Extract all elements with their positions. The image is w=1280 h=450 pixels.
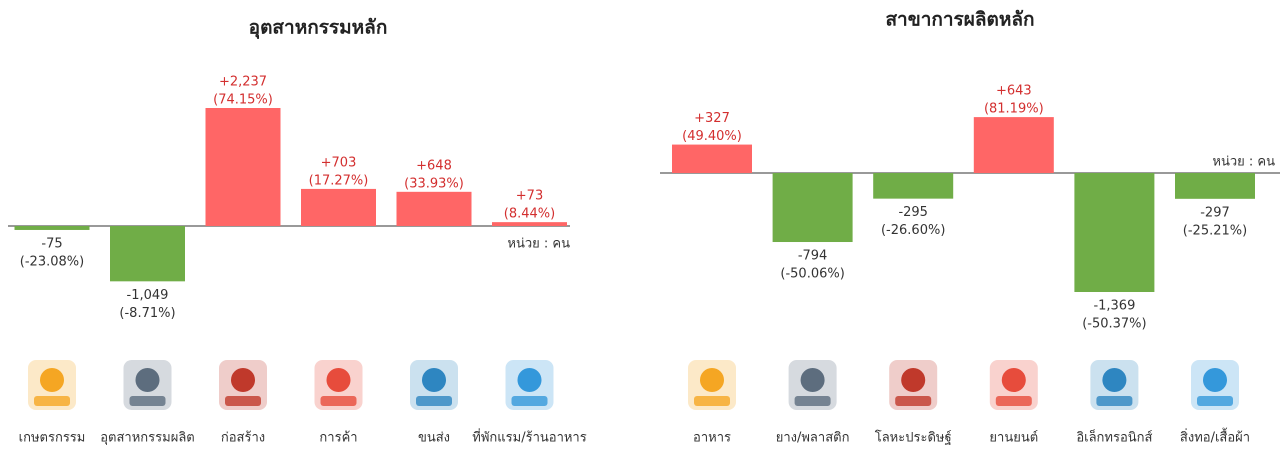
percent-label: (-23.08%)	[20, 254, 84, 269]
bar	[973, 117, 1054, 173]
category-icon	[129, 396, 166, 406]
bar	[14, 226, 90, 230]
value-label: -297	[1200, 205, 1230, 220]
value-label: +2,237	[219, 75, 267, 90]
category-label: การค้า	[319, 431, 357, 446]
percent-label: (-8.71%)	[119, 306, 175, 321]
category-icon	[694, 396, 730, 406]
category-label: อิเล็กทรอนิกส์	[1076, 428, 1152, 446]
value-label: -794	[798, 249, 828, 264]
percent-label: (49.40%)	[682, 129, 742, 144]
percent-label: (8.44%)	[504, 207, 555, 222]
category-icon	[231, 368, 255, 392]
category-icon	[135, 368, 160, 392]
bar	[1074, 173, 1155, 292]
value-label: +327	[694, 111, 730, 126]
category-icon	[700, 368, 724, 392]
bar	[873, 173, 954, 199]
category-icon	[422, 368, 446, 392]
percent-label: (-26.60%)	[881, 223, 945, 238]
percent-label: (74.15%)	[213, 93, 273, 108]
bar	[672, 144, 752, 173]
bar	[396, 191, 472, 226]
category-label: สิ่งทอ/เสื้อผ้า	[1180, 428, 1250, 446]
category-icon	[34, 396, 70, 406]
category-label: ขนส่ง	[418, 431, 450, 446]
category-icon	[800, 368, 825, 392]
category-label: ยาง/พลาสติก	[776, 431, 850, 446]
value-label: +703	[321, 155, 357, 170]
category-icon	[40, 368, 64, 392]
bar	[772, 173, 853, 243]
percent-label: (-50.06%)	[780, 267, 844, 282]
chart-title: สาขาการผลิตหลัก	[885, 9, 1034, 31]
bar	[1175, 173, 1255, 199]
value-label: +643	[996, 84, 1032, 99]
value-label: +648	[416, 158, 452, 173]
category-label: อุตสาหกรรมผลิต	[100, 431, 195, 446]
category-label: โลหะประดิษฐ์	[875, 430, 952, 446]
category-icon	[895, 396, 932, 406]
category-icon	[1197, 396, 1233, 406]
category-icon	[901, 368, 926, 392]
category-icon	[225, 396, 261, 406]
category-icon	[1001, 368, 1026, 392]
category-label: ยานยนต์	[989, 430, 1038, 446]
percent-label: (33.93%)	[404, 176, 464, 191]
category-label: ที่พักแรม/ร้านอาหาร	[472, 429, 586, 446]
category-icon	[1203, 368, 1227, 392]
chart-title: อุตสาหกรรมหลัก	[249, 17, 388, 40]
bar	[492, 222, 567, 226]
bar	[110, 226, 185, 282]
category-icon	[794, 396, 831, 406]
category-icon	[1102, 368, 1127, 392]
category-icon	[416, 396, 452, 406]
bar	[205, 108, 281, 226]
value-label: -75	[41, 236, 62, 251]
value-label: -295	[898, 205, 928, 220]
value-label: -1,049	[127, 288, 169, 303]
category-icon	[517, 368, 542, 392]
category-icon	[1096, 396, 1133, 406]
category-icon	[320, 396, 357, 406]
category-label: ก่อสร้าง	[221, 431, 265, 446]
percent-label: (-50.37%)	[1082, 317, 1146, 332]
value-label: -1,369	[1093, 299, 1135, 314]
percent-label: (81.19%)	[984, 102, 1044, 117]
category-icon	[995, 396, 1032, 406]
category-icon	[511, 396, 548, 406]
bar	[301, 188, 376, 226]
unit-label: หน่วย : คน	[1212, 155, 1275, 170]
percent-label: (17.27%)	[309, 173, 369, 188]
unit-label: หน่วย : คน	[507, 237, 570, 252]
category-label: เกษตรกรรม	[19, 431, 86, 446]
percent-label: (-25.21%)	[1183, 223, 1247, 238]
value-label: +73	[516, 189, 543, 204]
category-label: อาหาร	[693, 431, 731, 446]
category-icon	[326, 368, 351, 392]
